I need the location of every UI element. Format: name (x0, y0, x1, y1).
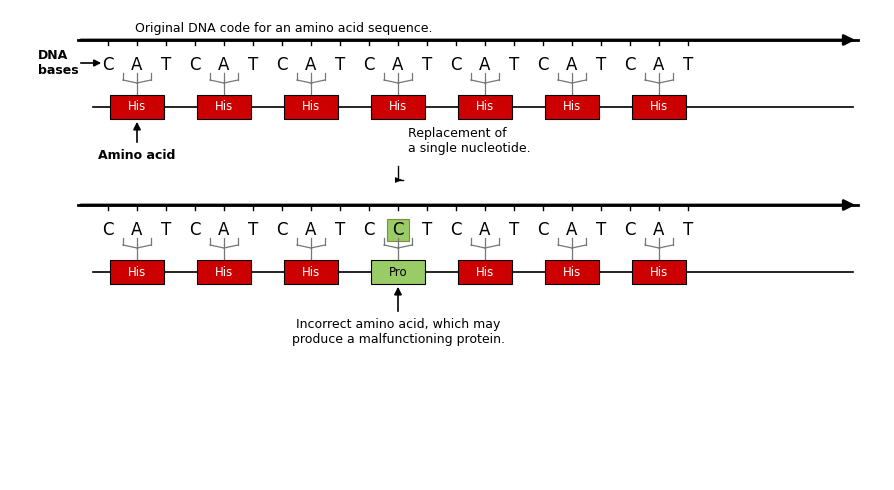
FancyBboxPatch shape (371, 260, 425, 284)
Text: C: C (190, 221, 201, 239)
Text: T: T (161, 221, 171, 239)
FancyBboxPatch shape (545, 260, 599, 284)
Text: A: A (479, 56, 491, 74)
Text: T: T (596, 56, 606, 74)
Text: A: A (392, 56, 404, 74)
Text: C: C (537, 221, 549, 239)
FancyBboxPatch shape (545, 95, 599, 119)
Text: C: C (276, 221, 288, 239)
Text: His: His (476, 266, 494, 278)
Text: Amino acid: Amino acid (98, 149, 176, 162)
Text: C: C (102, 56, 114, 74)
Text: His: His (215, 100, 233, 114)
Text: A: A (654, 56, 664, 74)
Text: C: C (451, 221, 461, 239)
FancyBboxPatch shape (110, 95, 164, 119)
Text: A: A (654, 221, 664, 239)
Text: His: His (389, 100, 407, 114)
Text: His: His (128, 266, 146, 278)
Text: His: His (650, 266, 668, 278)
FancyBboxPatch shape (458, 260, 512, 284)
Text: C: C (363, 221, 375, 239)
Text: His: His (476, 100, 494, 114)
FancyBboxPatch shape (387, 219, 409, 241)
FancyBboxPatch shape (197, 95, 251, 119)
Text: T: T (422, 56, 432, 74)
Text: T: T (248, 221, 258, 239)
Text: T: T (509, 56, 519, 74)
Text: T: T (683, 221, 693, 239)
Text: A: A (479, 221, 491, 239)
Text: C: C (102, 221, 114, 239)
FancyBboxPatch shape (284, 95, 338, 119)
Text: C: C (363, 56, 375, 74)
Text: C: C (624, 221, 636, 239)
Text: T: T (683, 56, 693, 74)
Text: C: C (392, 221, 404, 239)
Text: Replacement of
a single nucleotide.: Replacement of a single nucleotide. (408, 127, 531, 155)
Text: C: C (276, 56, 288, 74)
Text: His: His (650, 100, 668, 114)
Text: DNA
bases: DNA bases (38, 49, 79, 77)
Text: T: T (161, 56, 171, 74)
Text: T: T (248, 56, 258, 74)
FancyBboxPatch shape (371, 95, 425, 119)
FancyBboxPatch shape (284, 260, 338, 284)
Text: His: His (215, 266, 233, 278)
Text: C: C (190, 56, 201, 74)
Text: A: A (566, 56, 578, 74)
Text: Incorrect amino acid, which may
produce a malfunctioning protein.: Incorrect amino acid, which may produce … (291, 318, 504, 346)
Text: T: T (335, 221, 345, 239)
Text: Original DNA code for an amino acid sequence.: Original DNA code for an amino acid sequ… (135, 22, 433, 35)
FancyBboxPatch shape (458, 95, 512, 119)
FancyBboxPatch shape (110, 260, 164, 284)
Text: A: A (131, 56, 143, 74)
Text: A: A (131, 221, 143, 239)
Text: C: C (451, 56, 461, 74)
Text: His: His (302, 100, 320, 114)
Text: His: His (302, 266, 320, 278)
Text: A: A (218, 56, 230, 74)
Text: His: His (128, 100, 146, 114)
Text: T: T (596, 221, 606, 239)
Text: A: A (566, 221, 578, 239)
Text: T: T (422, 221, 432, 239)
FancyBboxPatch shape (197, 260, 251, 284)
Text: Pro: Pro (389, 266, 408, 278)
FancyBboxPatch shape (632, 260, 686, 284)
Text: C: C (537, 56, 549, 74)
FancyBboxPatch shape (632, 95, 686, 119)
Text: A: A (306, 56, 316, 74)
Text: T: T (335, 56, 345, 74)
Text: T: T (509, 221, 519, 239)
Text: A: A (306, 221, 316, 239)
Text: C: C (624, 56, 636, 74)
Text: A: A (218, 221, 230, 239)
Text: His: His (563, 266, 581, 278)
Text: His: His (563, 100, 581, 114)
